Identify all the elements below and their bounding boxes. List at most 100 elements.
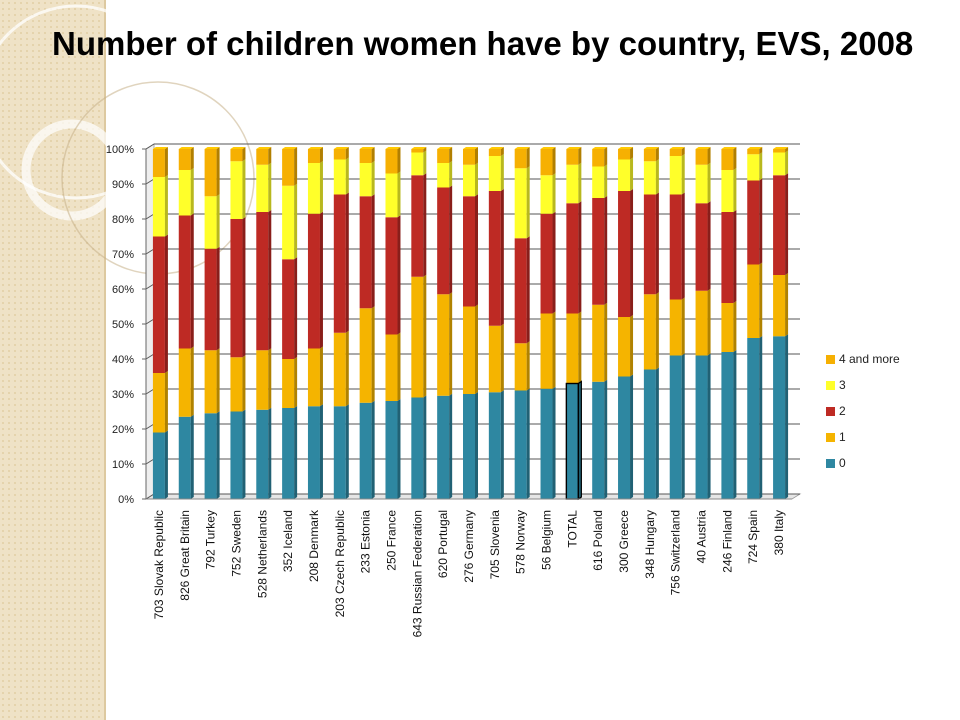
bar-segment-side	[449, 161, 453, 188]
legend-label: 0	[839, 456, 846, 470]
bar-segment-side	[578, 381, 582, 499]
bar-segment-side	[268, 348, 272, 410]
bar-segment-series-4-and-more	[152, 149, 165, 177]
bar-segment-side	[733, 350, 737, 499]
bar-segment-series-0	[437, 395, 450, 499]
legend-label: 1	[839, 430, 846, 444]
bar-segment-series-4-and-more	[721, 149, 734, 170]
x-tick-label: 826 Great Britain	[178, 510, 192, 601]
bar-segment-side	[397, 215, 401, 335]
bar-segment-series-4-and-more	[773, 149, 786, 153]
bar-segment-side	[216, 194, 220, 249]
bar-segment-series-0	[204, 413, 217, 499]
bar-segment-side	[681, 353, 685, 499]
bar-segment-side	[759, 152, 763, 181]
y-gridline-depth	[145, 248, 155, 255]
bar-segment-side	[707, 147, 711, 165]
bar-segment-side	[655, 367, 659, 499]
y-tick-label: 10%	[112, 459, 134, 471]
bar-segment-series-1	[618, 317, 631, 377]
bar-segment-series-3	[359, 163, 372, 197]
bar-segment-side	[500, 147, 504, 156]
bar-segment-side	[578, 311, 582, 384]
x-tick-label: 276 Germany	[462, 510, 476, 583]
bar-segment-side	[552, 173, 556, 214]
bar-segment-series-1	[463, 306, 475, 394]
bar-top-face	[747, 147, 763, 149]
y-tick-label: 100%	[106, 144, 134, 156]
bar-segment-side	[630, 147, 634, 160]
bar-segment-series-1	[669, 299, 682, 356]
bar-segment-series-0	[282, 408, 295, 499]
x-tick-label: 703 Slovak Republic	[152, 510, 166, 619]
bar-segment-side	[475, 194, 478, 307]
bar-segment-side	[552, 386, 556, 499]
bar-segment-side	[242, 147, 246, 162]
bar-segment-side	[449, 185, 453, 295]
bar-top-face	[773, 147, 789, 149]
bar-segment-series-4-and-more	[178, 149, 191, 170]
bar-segment-series-3	[230, 161, 243, 219]
y-gridline-depth	[145, 423, 155, 430]
bar-segment-series-3	[437, 163, 450, 188]
bar-top-face	[359, 147, 375, 149]
bar-segment-side	[500, 189, 504, 326]
bar-segment-side	[681, 192, 685, 300]
bar-segment-side	[294, 257, 298, 359]
bar-segment-series-0	[385, 401, 398, 499]
bar-segment-series-1	[437, 294, 450, 396]
y-gridline-depth	[145, 143, 155, 150]
bar-segment-side	[655, 192, 659, 295]
bar-segment-side	[423, 173, 427, 277]
x-tick-label: 348 Hungary	[643, 510, 657, 579]
bar-segment-side	[785, 334, 789, 499]
legend-label: 2	[839, 404, 846, 418]
bar-segment-series-3	[540, 175, 553, 214]
bar-segment-side	[630, 189, 634, 317]
bar-segment-series-3	[282, 185, 295, 260]
bar-segment-side	[371, 161, 375, 197]
bar-segment-side	[655, 159, 659, 195]
legend-swatch	[826, 354, 835, 364]
y-tick-label: 70%	[112, 249, 134, 261]
bar-segment-series-3	[488, 156, 501, 191]
bar-segment-side	[423, 147, 427, 153]
bar-segment-series-1	[747, 264, 760, 338]
y-tick-label: 80%	[112, 214, 134, 226]
bar-segment-series-3	[152, 177, 165, 237]
bar-segment-side	[345, 192, 349, 333]
bar-segment-series-0	[514, 390, 527, 499]
bar-segment-side	[759, 262, 763, 338]
bar-segment-side	[604, 147, 608, 167]
bar-segment-series-3	[592, 166, 605, 198]
bar-segment-series-3	[178, 170, 191, 216]
bar-segment-side	[397, 171, 401, 218]
bar-segment-side	[345, 157, 349, 195]
bar-segment-series-0	[540, 388, 553, 499]
bar-segment-side	[268, 147, 272, 165]
x-tick-label: TOTAL	[565, 510, 579, 548]
bar-segment-series-1	[566, 313, 579, 384]
bar-segment-side	[604, 302, 608, 382]
bar-segment-side	[733, 147, 737, 170]
bar-segment-series-0	[721, 352, 734, 499]
bar-segment-side	[268, 407, 272, 499]
bar-segment-series-1	[695, 290, 708, 356]
bar-segment-side	[294, 147, 298, 186]
bar-segment-series-1	[540, 313, 553, 389]
bar-top-face	[437, 147, 453, 149]
bar-segment-series-4-and-more	[463, 149, 475, 165]
bar-segment-side	[268, 162, 272, 212]
bar-segment-series-0	[643, 369, 656, 499]
bar-segment-side	[294, 406, 298, 499]
y-tick-label: 20%	[112, 424, 134, 436]
bar-segment-side	[190, 213, 194, 349]
bar-segment-series-0	[152, 432, 165, 499]
bar-segment-side	[681, 147, 685, 156]
y-tick-label: 90%	[112, 179, 134, 191]
bar-segment-series-2	[152, 236, 165, 373]
bar-segment-side	[526, 236, 530, 344]
bar-top-face	[566, 147, 582, 149]
